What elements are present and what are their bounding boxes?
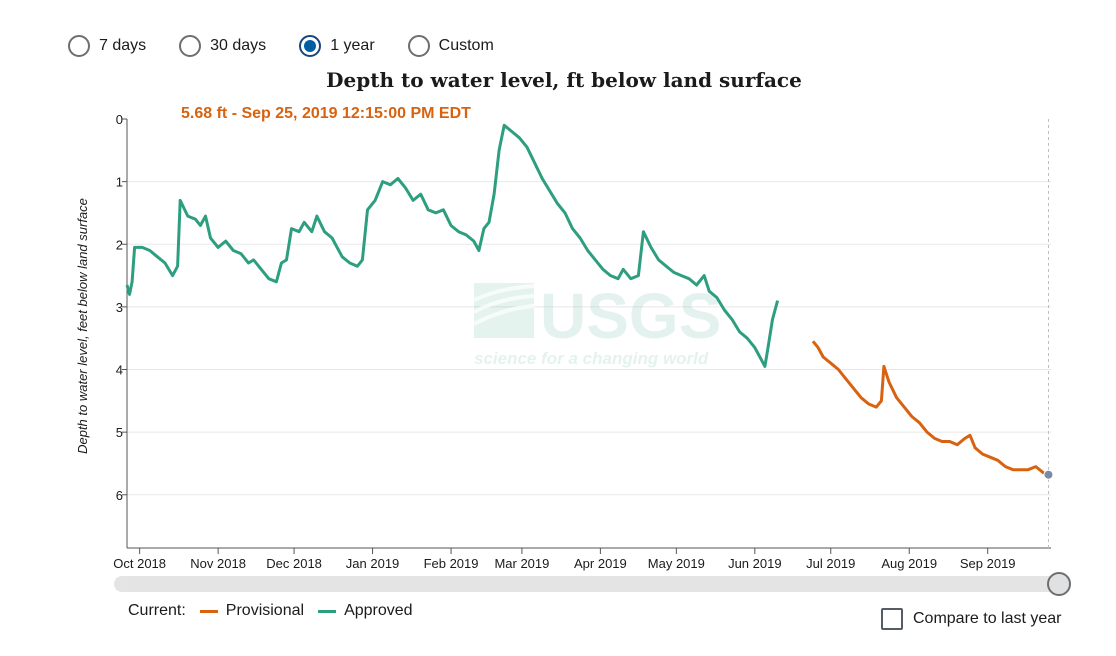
radio-circle-icon[interactable] [68, 35, 90, 57]
axes: 0 1 2 3 4 5 6 Oct 2018 Nov 2018 Dec 2018 Jan 2019 F… [113, 112, 1051, 571]
x-tick-label: Mar 2019 [494, 556, 549, 571]
approved-swatch-icon [318, 609, 337, 613]
x-tick-label: Apr 2019 [574, 556, 627, 571]
legend-item-provisional: Provisional [199, 602, 305, 620]
x-tick-label: Feb 2019 [424, 556, 479, 571]
legend-label-provisional: Provisional [225, 602, 305, 619]
radio-label-7-days: 7 days [99, 37, 147, 54]
x-tick-label: Jan 2019 [346, 556, 400, 571]
compare-label: Compare to last year [913, 610, 1062, 627]
radio-circle-icon[interactable] [407, 35, 430, 57]
provisional-swatch-icon [199, 609, 218, 613]
radio-30-days[interactable]: 30 days [179, 35, 266, 57]
series-line-approved [125, 123, 780, 368]
usgs-watermark: USGS science for a changing world [473, 280, 721, 368]
x-tick-label: May 2019 [648, 556, 705, 571]
radio-1-year[interactable]: 1 year [299, 35, 375, 57]
y-tick-label: 2 [116, 237, 123, 252]
x-tick-label: Aug 2019 [881, 556, 937, 571]
radio-circle-icon[interactable] [179, 35, 202, 57]
radio-label-custom: Custom [438, 37, 494, 54]
series-lines [125, 123, 1050, 477]
y-tick-label: 4 [116, 363, 123, 378]
radio-custom[interactable]: Custom [407, 35, 494, 57]
radio-circle-selected-icon[interactable] [299, 35, 322, 57]
y-tick-label: 0 [116, 112, 123, 127]
legend-title: Current: [128, 602, 186, 619]
radio-label-1-year: 1 year [330, 37, 375, 54]
chart-title: Depth to water level, ft below land surf… [326, 68, 802, 92]
x-tick-label: Sep 2019 [960, 556, 1016, 571]
compare-checkbox[interactable] [881, 608, 903, 630]
y-tick-label: 5 [116, 425, 123, 440]
hydrograph-chart[interactable]: USGS science for a changing world 0 1 2 3 4 5… [0, 0, 1116, 600]
legend: Current: Provisional Approved [128, 602, 427, 620]
tooltip-text: 5.68 ft - Sep 25, 2019 12:15:00 PM EDT [181, 105, 471, 122]
legend-item-approved: Approved [318, 602, 413, 620]
y-tick-label: 3 [116, 300, 123, 315]
x-tick-label: Dec 2018 [266, 556, 322, 571]
y-axis-label: Depth to water level, feet below land su… [75, 198, 90, 454]
radio-label-30-days: 30 days [210, 37, 267, 54]
compare-last-year[interactable]: Compare to last year [881, 608, 1062, 630]
time-scrubber-handle[interactable] [1047, 572, 1071, 596]
time-scrubber-track[interactable] [114, 576, 1060, 592]
series-line-provisional [811, 340, 1050, 477]
y-tick-label: 1 [116, 175, 123, 190]
x-tick-label: Nov 2018 [190, 556, 246, 571]
watermark-usgs-text: USGS [540, 280, 721, 352]
time-range-radio-group: 7 days 30 days 1 year Custom [68, 35, 527, 57]
x-tick-label: Jun 2019 [728, 556, 782, 571]
x-tick-label: Oct 2018 [113, 556, 166, 571]
cursor-point [1043, 469, 1054, 480]
legend-label-approved: Approved [344, 602, 413, 619]
usgs-wave-logo-icon [473, 283, 535, 338]
radio-7-days[interactable]: 7 days [68, 35, 146, 57]
grid-lines [127, 181, 1051, 496]
y-tick-label: 6 [116, 488, 123, 503]
watermark-tagline: science for a changing world [474, 349, 709, 368]
x-tick-label: Jul 2019 [806, 556, 855, 571]
